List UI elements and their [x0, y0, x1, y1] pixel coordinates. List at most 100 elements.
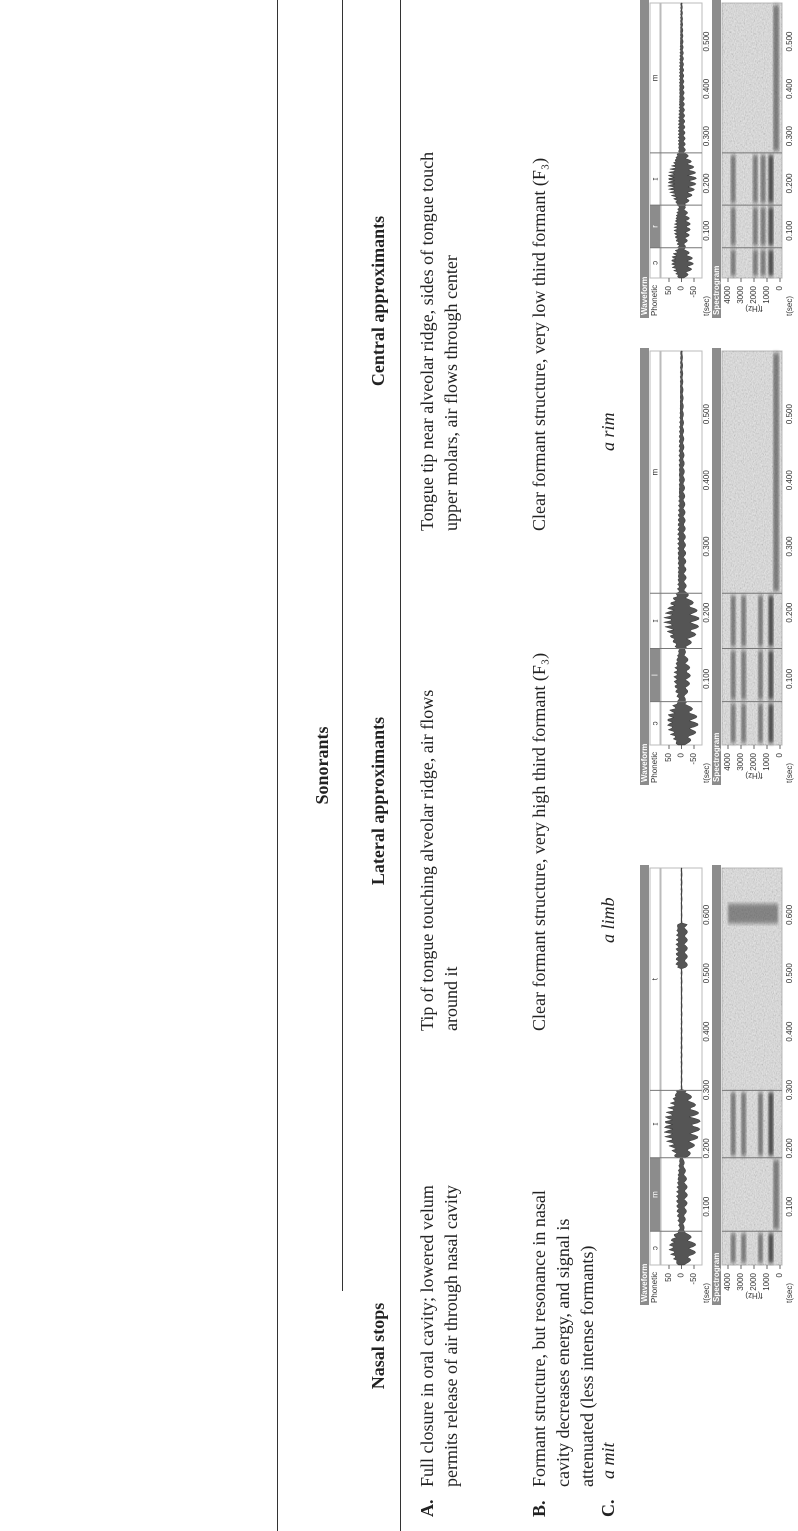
time-tick: 0.300 — [702, 1079, 711, 1100]
panel-title: Waveform — [640, 744, 649, 782]
formant-band — [753, 207, 758, 246]
cell: a mit — [596, 1442, 620, 1479]
amplitude-tick: 0 — [677, 285, 686, 290]
row-label: A. — [415, 1500, 439, 1518]
phone-label: m — [651, 74, 660, 81]
formant-band — [741, 650, 746, 699]
formant-band — [741, 595, 746, 646]
time-tick: 0.100 — [702, 1196, 711, 1217]
amplitude-tick: -50 — [689, 1272, 698, 1284]
formant-band — [758, 1233, 763, 1263]
phone-label: t — [651, 977, 660, 980]
cell: Tip of tongue touching alveolar ridge, a… — [415, 646, 463, 1031]
phone-label: ɪ — [651, 619, 660, 622]
phone-label: ɔ — [651, 1246, 660, 1250]
time-tick: 0.600 — [785, 904, 794, 925]
amplitude-tick: 0 — [677, 752, 686, 757]
acoustic-panel: WaveformPhoneticɔlɪm500-50Spectrogram400… — [640, 348, 797, 785]
formant-band — [741, 1092, 746, 1155]
time-tick: 0.200 — [785, 173, 794, 194]
time-tick: 0.500 — [785, 403, 794, 424]
time-tick: 0.300 — [702, 126, 711, 147]
time-tick: 0.400 — [702, 470, 711, 491]
amplitude-tick: 50 — [664, 285, 673, 294]
phone-label: m — [651, 1191, 660, 1198]
frequency-tick: 2000 — [749, 285, 758, 303]
formant-band — [768, 207, 773, 246]
frequency-tick: 0 — [775, 1272, 784, 1277]
formant-band — [773, 353, 779, 591]
frequency-tick: 3000 — [736, 752, 745, 770]
group-header: Sonorants — [310, 0, 334, 1531]
formant-band — [731, 1233, 736, 1263]
top-rule — [277, 0, 278, 1531]
row-label: B. — [527, 1500, 551, 1517]
time-tick: 0.400 — [785, 470, 794, 491]
frequency-axis-label: f(Hz) — [745, 1291, 763, 1300]
formant-band — [731, 1092, 736, 1155]
time-tick: 0.300 — [785, 126, 794, 147]
frequency-axis-label: f(Hz) — [745, 304, 763, 313]
time-axis-label: t(sec) — [702, 1283, 711, 1303]
time-tick: 0.100 — [702, 668, 711, 689]
phone-label: ɪ — [651, 1122, 660, 1125]
time-tick: 0.200 — [702, 1138, 711, 1159]
cell: Full closure in oral cavity; lowered vel… — [415, 1157, 463, 1487]
time-axis-label: t(sec) — [702, 763, 711, 783]
formant-band — [773, 1160, 779, 1229]
frequency-tick: 3000 — [736, 1272, 745, 1290]
time-tick: 0.200 — [785, 602, 794, 623]
formant-band — [731, 650, 736, 699]
time-tick: 0.200 — [702, 173, 711, 194]
cell: Clear formant structure, very low third … — [527, 131, 551, 531]
frequency-tick: 1000 — [762, 285, 771, 303]
column-header: Lateral approximants — [366, 611, 390, 991]
formant-band — [773, 5, 779, 151]
amplitude-tick: -50 — [689, 752, 698, 764]
time-tick: 0.100 — [785, 1196, 794, 1217]
table-page: Sonorants Nasal stops Lateral approximan… — [0, 0, 798, 1531]
frequency-tick: 2000 — [749, 752, 758, 770]
formant-band — [758, 704, 763, 743]
formant-band — [768, 155, 773, 203]
panel-title: Waveform — [640, 1264, 649, 1302]
tier-label: Phonetic — [650, 285, 659, 316]
time-tick: 0.500 — [702, 31, 711, 52]
panel-header — [712, 865, 721, 1305]
time-tick: 0.500 — [702, 963, 711, 984]
time-axis-label: t(sec) — [785, 763, 794, 783]
column-header: Central approximants — [366, 111, 390, 491]
formant-band — [768, 1092, 773, 1155]
time-tick: 0.600 — [702, 904, 711, 925]
formant-band — [731, 250, 736, 276]
time-tick: 0.100 — [702, 220, 711, 241]
formant-band — [768, 250, 773, 276]
group-rule — [342, 0, 343, 1291]
frequency-tick: 1000 — [762, 752, 771, 770]
amplitude-tick: 50 — [664, 752, 673, 761]
formant-band — [761, 207, 766, 246]
column-header: Nasal stops — [366, 1191, 390, 1501]
formant-band — [753, 250, 758, 276]
formant-band — [758, 650, 763, 699]
amplitude-tick: 0 — [677, 1272, 686, 1277]
panel-title: Spectrogram — [712, 266, 721, 315]
formant-band — [731, 155, 736, 203]
cell: Clear formant structure, very high third… — [527, 646, 551, 1031]
panel-header — [640, 348, 649, 785]
panel-title: Waveform — [640, 277, 649, 315]
formant-band — [768, 1233, 773, 1263]
time-tick: 0.500 — [785, 963, 794, 984]
formant-band — [731, 595, 736, 646]
cell: a limb — [596, 897, 620, 943]
frequency-tick: 4000 — [723, 1272, 732, 1290]
amplitude-tick: 50 — [664, 1272, 673, 1281]
formant-band — [753, 155, 758, 203]
time-tick: 0.100 — [785, 668, 794, 689]
formant-band — [758, 1092, 763, 1155]
frequency-tick: 2000 — [749, 1272, 758, 1290]
time-tick: 0.200 — [785, 1138, 794, 1159]
panel-title: Spectrogram — [712, 733, 721, 782]
phone-label: ɪ — [651, 177, 660, 180]
frequency-tick: 4000 — [723, 752, 732, 770]
